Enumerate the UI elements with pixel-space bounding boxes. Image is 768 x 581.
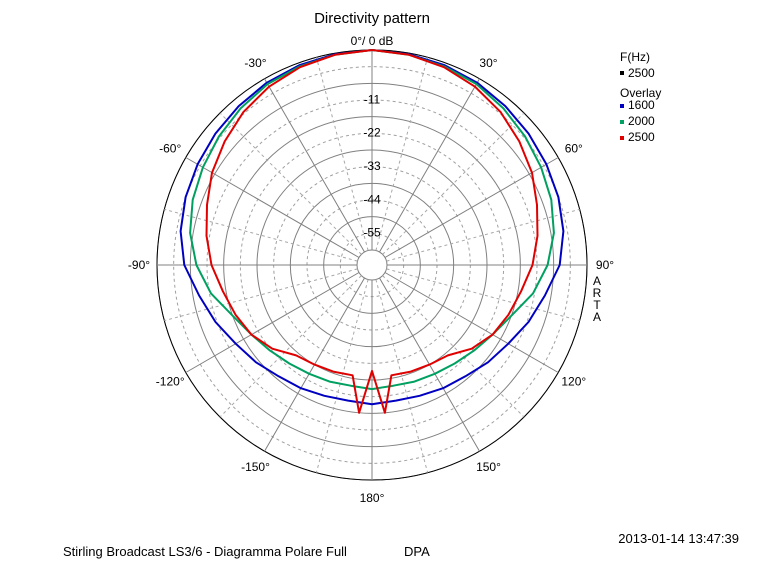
radial-tick-label: -11 — [364, 92, 381, 106]
side-label-letter: T — [593, 298, 601, 312]
angle-label: 180° — [360, 491, 385, 505]
grid-spoke-major — [264, 78, 365, 253]
grid-spoke-major — [379, 78, 480, 253]
data-series — [179, 49, 565, 414]
legend-swatch-main — [620, 71, 624, 75]
legend-label-1600: 1600 — [628, 98, 655, 112]
grid-spoke-major — [185, 157, 360, 258]
side-label-letter: A — [593, 274, 601, 288]
series-2000-line — [189, 49, 555, 391]
side-label-letter: A — [593, 310, 601, 324]
legend: F(Hz) 2500 Overlay 1600 2000 2500 — [620, 50, 661, 144]
legend-swatch-1600 — [620, 104, 624, 108]
grid-spoke-major — [384, 157, 559, 258]
angle-labels: 30° 60° 90° 120° 150° 180° -150° -120° -90° -60° -… — [128, 56, 614, 505]
angle-label: -150° — [241, 460, 270, 474]
legend-swatch-2500 — [620, 136, 624, 140]
grid-spoke-major — [185, 272, 360, 373]
radial-tick-label: -22 — [363, 126, 381, 140]
radial-tick-label: -33 — [363, 159, 381, 173]
grid-spoke-major — [384, 272, 559, 373]
angle-label: 150° — [476, 460, 501, 474]
caption-tag: DPA — [404, 544, 430, 559]
top-label: 0°/ 0 dB — [351, 34, 394, 48]
series-2500-line — [205, 49, 539, 414]
angle-label: -120° — [156, 375, 185, 389]
grid-hub — [356, 249, 388, 281]
timestamp: 2013-01-14 13:47:39 — [618, 531, 739, 546]
angle-label: 60° — [565, 142, 583, 156]
legend-main-label: 2500 — [628, 66, 655, 80]
radial-tick-label: -55 — [363, 226, 381, 240]
chart-title: Directivity pattern — [314, 10, 430, 27]
legend-label-2500: 2500 — [628, 130, 655, 144]
angle-label: 120° — [561, 375, 586, 389]
angle-label: -30° — [244, 56, 266, 70]
angle-label: -90° — [128, 258, 150, 272]
angle-label: -60° — [159, 142, 181, 156]
radial-labels: -11 -22 -33 -44 -55 — [363, 92, 381, 239]
polar-grid — [156, 49, 588, 481]
side-label-letter: R — [593, 286, 602, 300]
angle-label: 90° — [596, 258, 614, 272]
legend-label-2000: 2000 — [628, 114, 655, 128]
legend-swatch-2000 — [620, 120, 624, 124]
legend-entries: 1600 2000 2500 — [620, 98, 655, 144]
radial-tick-label: -44 — [363, 192, 381, 206]
angle-label: 30° — [479, 56, 497, 70]
series-1600-line — [179, 49, 565, 406]
caption: Stirling Broadcast LS3/6 - Diagramma Pol… — [63, 544, 347, 559]
legend-header-freq: F(Hz) — [620, 50, 650, 64]
legend-header-overlay: Overlay — [620, 86, 661, 100]
